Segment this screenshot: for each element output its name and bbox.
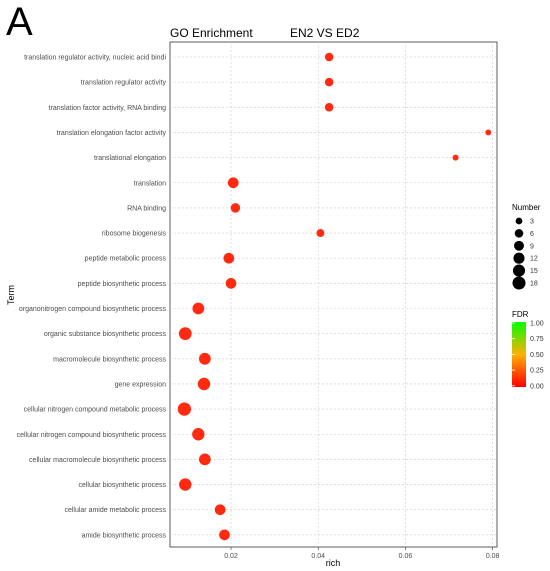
fdr-legend-label: 0.75 bbox=[530, 336, 544, 343]
term-label: translation bbox=[134, 180, 166, 187]
data-point bbox=[214, 504, 226, 516]
data-point bbox=[230, 203, 241, 213]
data-point bbox=[225, 278, 237, 289]
term-label: cellular amide metabolic process bbox=[64, 507, 166, 514]
number-legend-label: 6 bbox=[530, 231, 534, 238]
x-tick-label: 0.08 bbox=[486, 553, 500, 560]
fdr-legend-label: 1.00 bbox=[530, 321, 544, 328]
data-point bbox=[452, 154, 459, 161]
data-point bbox=[223, 252, 235, 264]
number-legend-dot bbox=[513, 252, 525, 264]
data-point bbox=[485, 129, 492, 136]
fdr-legend: FDR 1.00 0.75 0.50 0.25 0.00 bbox=[512, 310, 544, 390]
data-point bbox=[192, 428, 205, 441]
term-label: translation elongation factor activity bbox=[57, 130, 167, 137]
data-point bbox=[192, 302, 205, 315]
term-label: organonitrogen compound biosynthetic pro… bbox=[19, 306, 167, 313]
term-label: peptide biosynthetic process bbox=[78, 281, 167, 288]
term-label: cellular nitrogen compound biosynthetic … bbox=[17, 432, 167, 439]
term-label: amide biosynthetic process bbox=[82, 532, 167, 539]
term-label: macromolecule biosynthetic process bbox=[53, 356, 166, 363]
x-tick-label: 0.04 bbox=[311, 553, 325, 560]
x-axis-title: rich bbox=[326, 558, 341, 568]
term-label: cellular macromolecule biosynthetic proc… bbox=[29, 457, 166, 464]
data-point bbox=[179, 478, 192, 491]
number-legend-label: 18 bbox=[530, 281, 538, 288]
data-point bbox=[219, 529, 230, 541]
fdr-legend-title: FDR bbox=[512, 310, 529, 319]
number-legend-dot bbox=[514, 229, 524, 238]
number-legend-dot bbox=[514, 240, 524, 251]
term-label: ribosome biogenesis bbox=[102, 231, 167, 238]
data-point bbox=[324, 77, 334, 87]
fdr-legend-label: 0.50 bbox=[530, 352, 544, 359]
points bbox=[177, 52, 492, 541]
term-label: translation regulator activity, nucleic … bbox=[24, 55, 166, 62]
number-legend-title: Number bbox=[512, 203, 541, 212]
term-label: translation regulator activity bbox=[81, 80, 167, 87]
term-label: cellular biosynthetic process bbox=[78, 482, 166, 489]
number-legend-dot bbox=[515, 217, 523, 225]
grid bbox=[170, 42, 497, 547]
plot-panel bbox=[169, 41, 498, 548]
data-point bbox=[197, 377, 211, 391]
chart-subtitle: EN2 VS ED2 bbox=[290, 26, 360, 40]
fdr-legend-label: 0.25 bbox=[530, 368, 544, 375]
data-point bbox=[177, 402, 192, 416]
y-axis-title: Term bbox=[6, 285, 16, 305]
term-label: translation factor activity, RNA binding bbox=[49, 105, 166, 112]
data-point bbox=[199, 453, 211, 466]
term-label: gene expression bbox=[115, 381, 166, 388]
x-axis-ticks: 0.02 0.04 0.06 0.08 bbox=[224, 547, 500, 560]
term-labels: translation regulator activity, nucleic … bbox=[17, 55, 167, 540]
term-label: RNA binding bbox=[127, 205, 166, 212]
chart-title: GO Enrichment bbox=[170, 26, 253, 40]
fdr-colorbar bbox=[512, 322, 526, 387]
number-legend: Number 3 6 9 12 15 18 bbox=[512, 203, 541, 290]
fdr-legend-label: 0.00 bbox=[530, 383, 544, 390]
data-point bbox=[199, 352, 211, 365]
term-label: cellular nitrogen compound metabolic pro… bbox=[24, 407, 167, 414]
data-point bbox=[324, 52, 334, 62]
data-point bbox=[316, 229, 325, 238]
number-legend-dot bbox=[512, 264, 526, 277]
term-label: translational elongation bbox=[94, 155, 166, 162]
term-label: peptide metabolic process bbox=[85, 256, 167, 263]
x-tick-label: 0.02 bbox=[224, 553, 238, 560]
number-legend-label: 15 bbox=[530, 268, 538, 275]
term-label: organic substance biosynthetic process bbox=[44, 331, 167, 338]
number-legend-label: 3 bbox=[530, 219, 534, 226]
number-legend-label: 9 bbox=[530, 243, 534, 250]
panel-letter: A bbox=[6, 0, 33, 44]
number-legend-dot bbox=[512, 276, 526, 290]
data-point bbox=[324, 103, 334, 112]
number-legend-label: 12 bbox=[530, 256, 538, 263]
x-tick-label: 0.06 bbox=[399, 553, 413, 560]
data-point bbox=[227, 177, 239, 189]
data-point bbox=[178, 327, 192, 341]
